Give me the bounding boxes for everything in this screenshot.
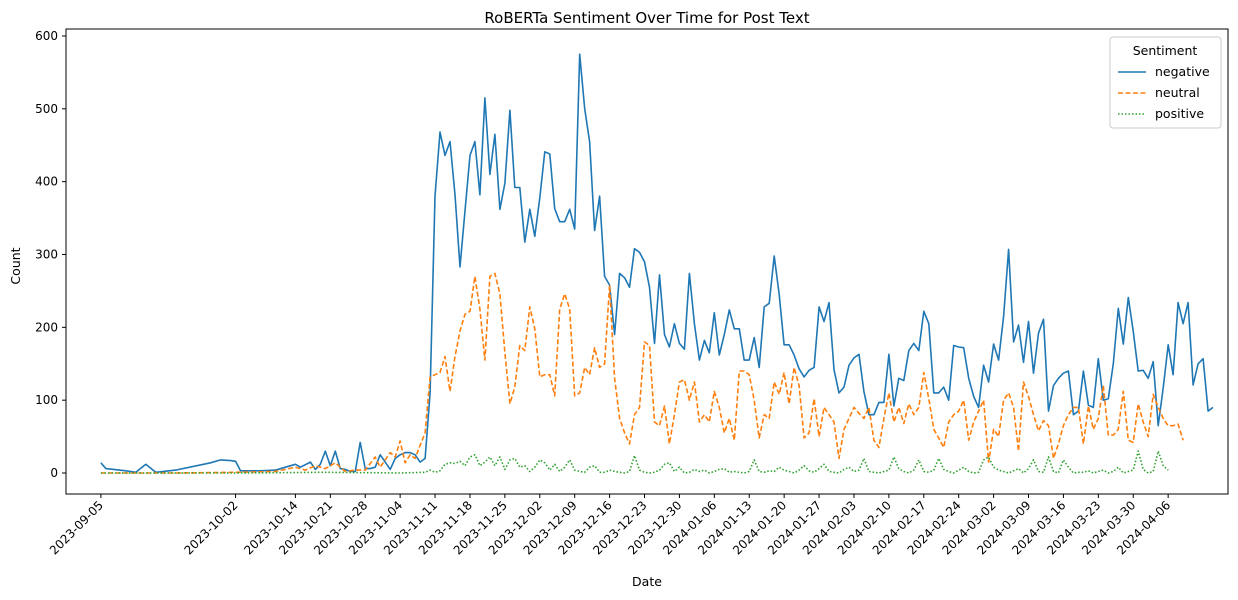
plot-frame bbox=[65, 28, 1229, 495]
legend-label-neutral: neutral bbox=[1155, 85, 1200, 100]
chart-title: RoBERTa Sentiment Over Time for Post Tex… bbox=[484, 9, 809, 27]
y-tick-label: 0 bbox=[50, 466, 58, 480]
legend-label-negative: negative bbox=[1155, 64, 1210, 79]
legend-title: Sentiment bbox=[1133, 43, 1198, 58]
y-tick-label: 300 bbox=[35, 248, 58, 262]
x-axis-label: Date bbox=[632, 574, 662, 589]
y-axis: 0 100 200 300 400 500 600 bbox=[35, 29, 66, 480]
x-tick-label: 2023-10-02 bbox=[181, 498, 240, 557]
y-axis-label: Count bbox=[8, 247, 23, 284]
y-tick-label: 100 bbox=[35, 393, 58, 407]
series-line-positive bbox=[100, 450, 1169, 474]
y-tick-label: 600 bbox=[35, 29, 58, 43]
legend-label-positive: positive bbox=[1155, 106, 1204, 121]
series-line-neutral bbox=[100, 272, 1184, 474]
legend-box bbox=[1109, 36, 1222, 129]
legend: Sentiment negative neutral positive bbox=[1109, 36, 1222, 129]
series-lines bbox=[100, 53, 1214, 474]
y-tick-label: 500 bbox=[35, 102, 58, 116]
x-tick-label: 2023-09-05 bbox=[47, 498, 106, 557]
x-axis: 2023-09-05 2023-10-02 2023-10-142023-10-21… bbox=[47, 494, 1173, 557]
y-tick-label: 200 bbox=[35, 320, 58, 334]
series-line-negative bbox=[100, 53, 1214, 474]
y-tick-label: 400 bbox=[35, 175, 58, 189]
